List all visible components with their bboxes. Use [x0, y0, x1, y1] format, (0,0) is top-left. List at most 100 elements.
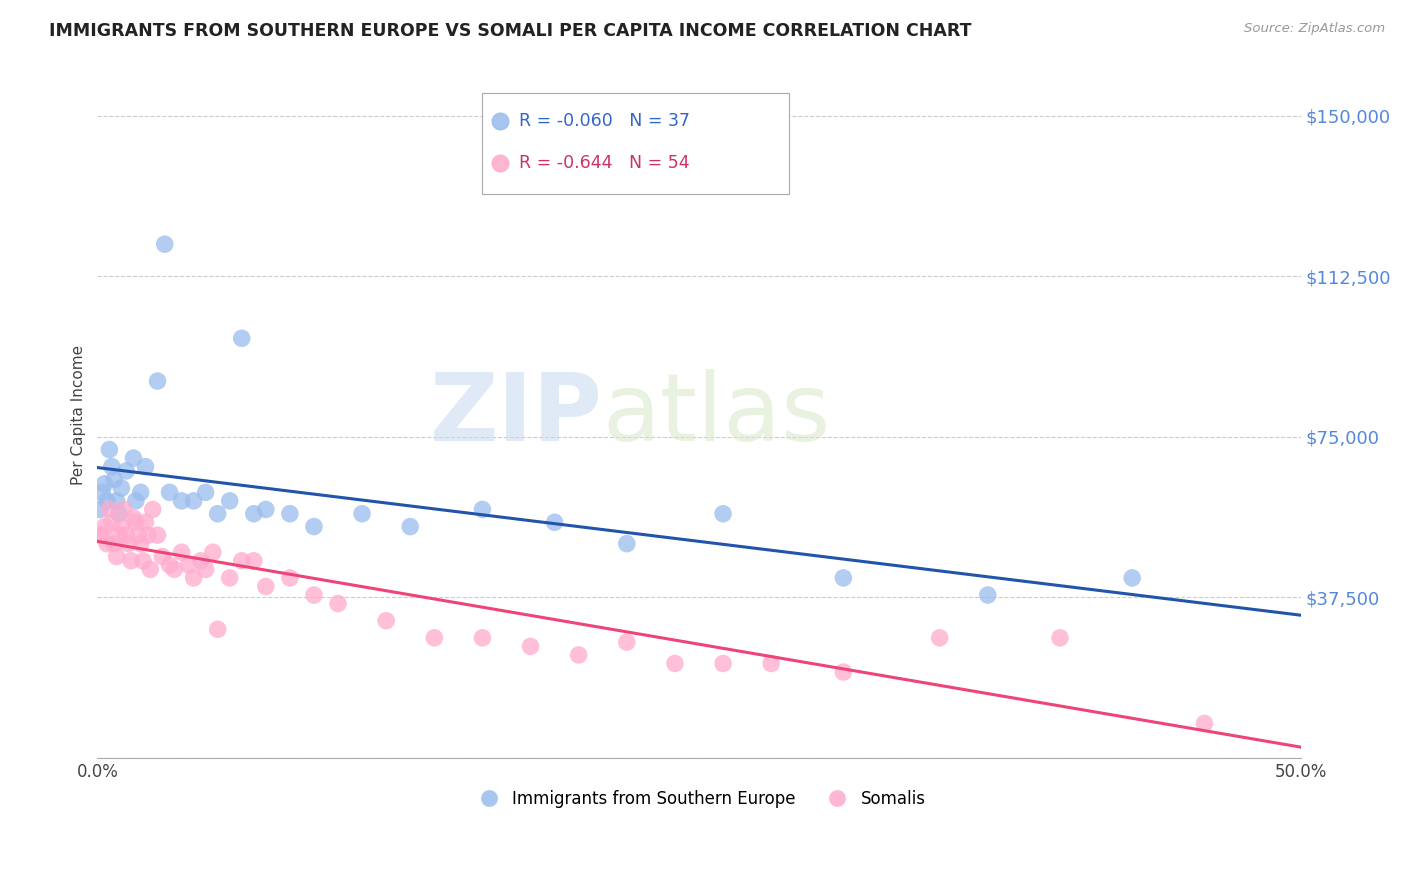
Point	[122, 511, 145, 525]
Point	[108, 507, 131, 521]
Point	[928, 631, 950, 645]
Point	[112, 502, 135, 516]
Point	[139, 562, 162, 576]
Point	[278, 507, 301, 521]
Point	[177, 558, 200, 572]
Point	[1194, 716, 1216, 731]
Point	[153, 237, 176, 252]
FancyBboxPatch shape	[482, 93, 789, 194]
Point	[115, 464, 138, 478]
Point	[170, 494, 193, 508]
Point	[127, 528, 149, 542]
Point	[326, 597, 349, 611]
Point	[194, 562, 217, 576]
Point	[134, 516, 156, 530]
Point	[190, 554, 212, 568]
Point	[103, 537, 125, 551]
Point	[159, 558, 181, 572]
Point	[129, 537, 152, 551]
Point	[96, 537, 118, 551]
Point	[616, 537, 638, 551]
Point	[93, 476, 115, 491]
Point	[711, 657, 734, 671]
Point	[146, 528, 169, 542]
Point	[159, 485, 181, 500]
Point	[218, 571, 240, 585]
Point	[93, 519, 115, 533]
Point	[1049, 631, 1071, 645]
Point	[352, 507, 374, 521]
Point	[110, 519, 132, 533]
Text: atlas: atlas	[603, 369, 831, 461]
Point	[91, 528, 114, 542]
Point	[242, 507, 264, 521]
Point	[278, 571, 301, 585]
Point	[120, 554, 142, 568]
Point	[616, 635, 638, 649]
Point	[399, 519, 422, 533]
Point	[302, 519, 325, 533]
Point	[105, 494, 128, 508]
Point	[519, 640, 541, 654]
Point	[101, 459, 124, 474]
Point	[101, 516, 124, 530]
Point	[146, 374, 169, 388]
Point	[664, 657, 686, 671]
Point	[103, 473, 125, 487]
Point	[201, 545, 224, 559]
Point	[218, 494, 240, 508]
Point	[761, 657, 783, 671]
Legend: Immigrants from Southern Europe, Somalis: Immigrants from Southern Europe, Somalis	[465, 783, 932, 814]
Point	[183, 571, 205, 585]
Point	[302, 588, 325, 602]
Point	[231, 554, 253, 568]
Y-axis label: Per Capita Income: Per Capita Income	[72, 345, 86, 485]
Point	[231, 331, 253, 345]
Point	[115, 528, 138, 542]
Text: IMMIGRANTS FROM SOUTHERN EUROPE VS SOMALI PER CAPITA INCOME CORRELATION CHART: IMMIGRANTS FROM SOUTHERN EUROPE VS SOMAL…	[49, 22, 972, 40]
Point	[105, 549, 128, 564]
Point	[254, 579, 277, 593]
Point	[242, 554, 264, 568]
Point	[1121, 571, 1143, 585]
Point	[96, 494, 118, 508]
Point	[832, 571, 855, 585]
Point	[125, 494, 148, 508]
Point	[89, 502, 111, 516]
Point	[423, 631, 446, 645]
Point	[543, 516, 565, 530]
Point	[129, 485, 152, 500]
Point	[136, 528, 159, 542]
Point	[163, 562, 186, 576]
Point	[117, 537, 139, 551]
Point	[150, 549, 173, 564]
Point	[110, 481, 132, 495]
Text: ZIP: ZIP	[430, 369, 603, 461]
Point	[125, 516, 148, 530]
Point	[711, 507, 734, 521]
Point	[98, 502, 121, 516]
Point	[98, 442, 121, 457]
Point	[375, 614, 398, 628]
Point	[568, 648, 591, 662]
Point	[207, 507, 229, 521]
Point	[207, 622, 229, 636]
Point	[134, 459, 156, 474]
Point	[170, 545, 193, 559]
Point	[471, 631, 494, 645]
Point	[183, 494, 205, 508]
Text: Source: ZipAtlas.com: Source: ZipAtlas.com	[1244, 22, 1385, 36]
Point	[108, 528, 131, 542]
Point	[91, 485, 114, 500]
Point	[471, 502, 494, 516]
Point	[122, 451, 145, 466]
Text: R = -0.060   N = 37: R = -0.060 N = 37	[519, 112, 689, 130]
Point	[832, 665, 855, 679]
Point	[977, 588, 1000, 602]
Point	[132, 554, 155, 568]
Text: R = -0.644   N = 54: R = -0.644 N = 54	[519, 154, 689, 172]
Point	[89, 528, 111, 542]
Point	[142, 502, 165, 516]
Point	[254, 502, 277, 516]
Point	[194, 485, 217, 500]
